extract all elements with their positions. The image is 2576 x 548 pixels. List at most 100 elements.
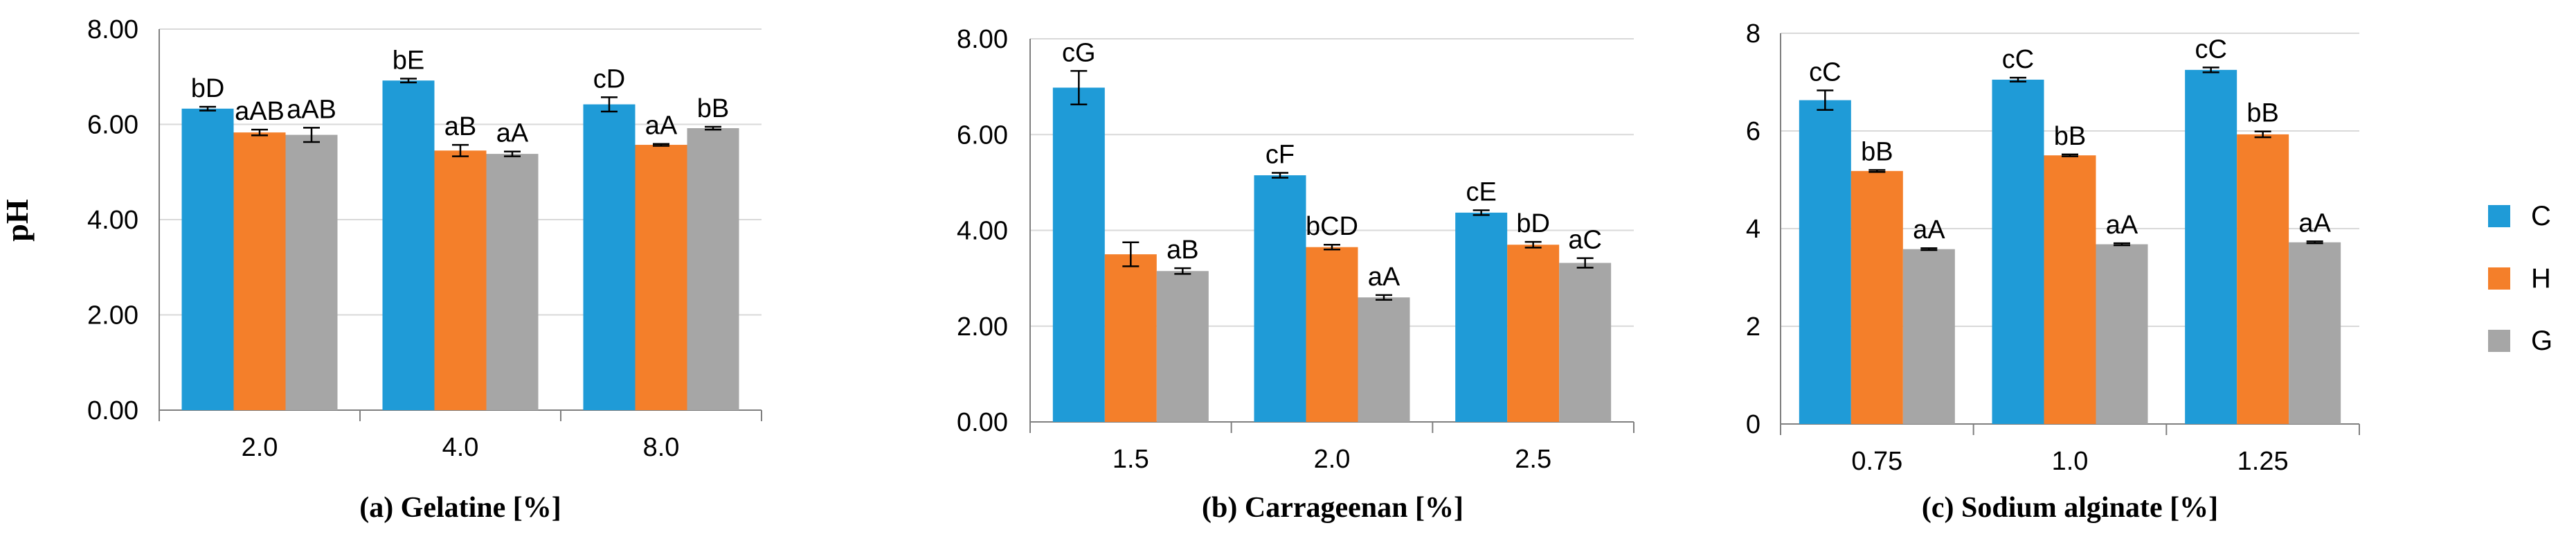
- x-tick-label: 1.5: [1113, 445, 1149, 474]
- chart-caption: (b) Carrageenan [%]: [1202, 492, 1463, 524]
- data-label: cF: [1266, 141, 1295, 170]
- data-label: aA: [1368, 263, 1400, 292]
- data-label: aC: [1568, 226, 1602, 255]
- data-label: aA: [496, 119, 529, 148]
- chart-panel-0: 0.00 2.00 4.00 6.00 8.00 bD aAB aAB 2.0 bE aB aA 4.0…: [0, 15, 762, 524]
- error-bar: [2202, 67, 2219, 73]
- y-tick-label: 8.00: [87, 15, 138, 44]
- y-tick-label: 2.00: [87, 301, 138, 330]
- error-bar: [653, 143, 669, 147]
- bar-C: [181, 108, 234, 410]
- legend-label: C: [2531, 201, 2551, 231]
- data-label: aB: [1167, 236, 1198, 265]
- x-tick-label: 2.5: [1515, 445, 1551, 474]
- legend-item-C: C: [2488, 201, 2551, 231]
- y-tick-label: 0.00: [87, 396, 138, 425]
- bar-H: [1306, 247, 1358, 422]
- bar-C: [583, 104, 636, 410]
- legend-label: G: [2531, 326, 2552, 356]
- error-bar: [1920, 247, 1938, 251]
- error-bar: [2010, 76, 2026, 83]
- y-tick-label: 6.00: [957, 121, 1008, 150]
- bar-G: [2096, 244, 2148, 424]
- y-tick-label: 8.00: [957, 25, 1008, 54]
- bar-G: [1559, 263, 1612, 422]
- data-label: bB: [697, 94, 729, 123]
- y-tick-label: 6: [1746, 117, 1760, 146]
- bar-H: [1850, 170, 1903, 424]
- x-tick-label: 1.0: [2052, 447, 2089, 476]
- data-label: bB: [2246, 99, 2278, 128]
- legend-swatch: [2488, 267, 2510, 290]
- bar-H: [233, 132, 286, 410]
- data-label: cC: [1809, 58, 1841, 87]
- bar-C: [2185, 69, 2237, 424]
- data-label: bE: [393, 46, 424, 76]
- error-bar: [1324, 243, 1340, 251]
- bar-H: [2237, 134, 2289, 424]
- data-label: aAB: [287, 95, 336, 124]
- data-label: aA: [645, 112, 678, 141]
- data-label: bD: [1516, 209, 1550, 238]
- bar-G: [2289, 242, 2341, 424]
- bar-G: [285, 134, 338, 410]
- legend-item-H: H: [2488, 263, 2551, 294]
- bar-C: [1799, 100, 1851, 424]
- x-tick-label: 0.75: [1851, 447, 1902, 476]
- data-label: cE: [1466, 177, 1496, 206]
- legend-swatch: [2488, 205, 2510, 227]
- bar-G: [687, 128, 739, 410]
- y-tick-label: 0: [1746, 410, 1760, 439]
- error-bar: [1868, 169, 1886, 173]
- x-tick-label: 2.0: [1314, 445, 1351, 474]
- error-bar: [1174, 267, 1191, 275]
- chart-caption: (c) Sodium alginate [%]: [1922, 492, 2218, 524]
- bar-C: [1254, 175, 1306, 422]
- data-label: aAB: [235, 97, 285, 126]
- data-label: bB: [2054, 122, 2086, 151]
- error-bar: [1272, 172, 1288, 179]
- bar-H: [635, 145, 687, 410]
- data-label: aA: [2106, 211, 2138, 240]
- bar-G: [1156, 271, 1209, 422]
- data-label: cD: [593, 64, 625, 94]
- legend-item-G: G: [2488, 326, 2552, 356]
- chart-panel-2: 0 2 4 6 8 cC bB aA 0.75 cC bB aA 1.0 cC bB aA 1.25 (c) So…: [1746, 19, 2360, 524]
- y-tick-label: 2: [1746, 312, 1760, 342]
- legend-label: H: [2531, 263, 2551, 294]
- x-tick-label: 8.0: [643, 433, 680, 462]
- error-bar: [1122, 241, 1140, 267]
- y-tick-label: 4.00: [87, 206, 138, 235]
- bar-C: [1052, 87, 1105, 422]
- error-bar: [2306, 240, 2323, 245]
- error-bar: [1817, 89, 1834, 111]
- y-tick-label: 0.00: [957, 408, 1008, 437]
- data-label: cC: [2195, 35, 2226, 64]
- error-bar: [452, 143, 469, 157]
- y-tick-label: 8: [1746, 19, 1760, 48]
- y-tick-label: 4.00: [957, 217, 1008, 246]
- bar-G: [1358, 297, 1410, 422]
- chart-caption: (a) Gelatine [%]: [359, 492, 561, 524]
- bar-H: [434, 150, 487, 410]
- error-bar: [504, 150, 521, 157]
- error-bar: [2114, 242, 2130, 247]
- error-bar: [1472, 209, 1490, 216]
- bar-C: [1455, 212, 1508, 422]
- y-axis-label: pH: [0, 199, 35, 242]
- error-bar: [400, 78, 417, 84]
- data-label: aA: [2298, 209, 2331, 238]
- bar-H: [2044, 155, 2096, 424]
- y-tick-label: 6.00: [87, 111, 138, 140]
- error-bar: [1376, 294, 1392, 301]
- data-label: cG: [1062, 38, 1096, 67]
- error-bar: [705, 125, 721, 131]
- x-tick-label: 4.0: [442, 433, 479, 462]
- data-label: cC: [2002, 45, 2034, 74]
- error-bar: [251, 128, 268, 136]
- data-label: aB: [444, 112, 476, 141]
- y-tick-label: 4: [1746, 215, 1760, 244]
- legend: C H G: [2488, 201, 2552, 356]
